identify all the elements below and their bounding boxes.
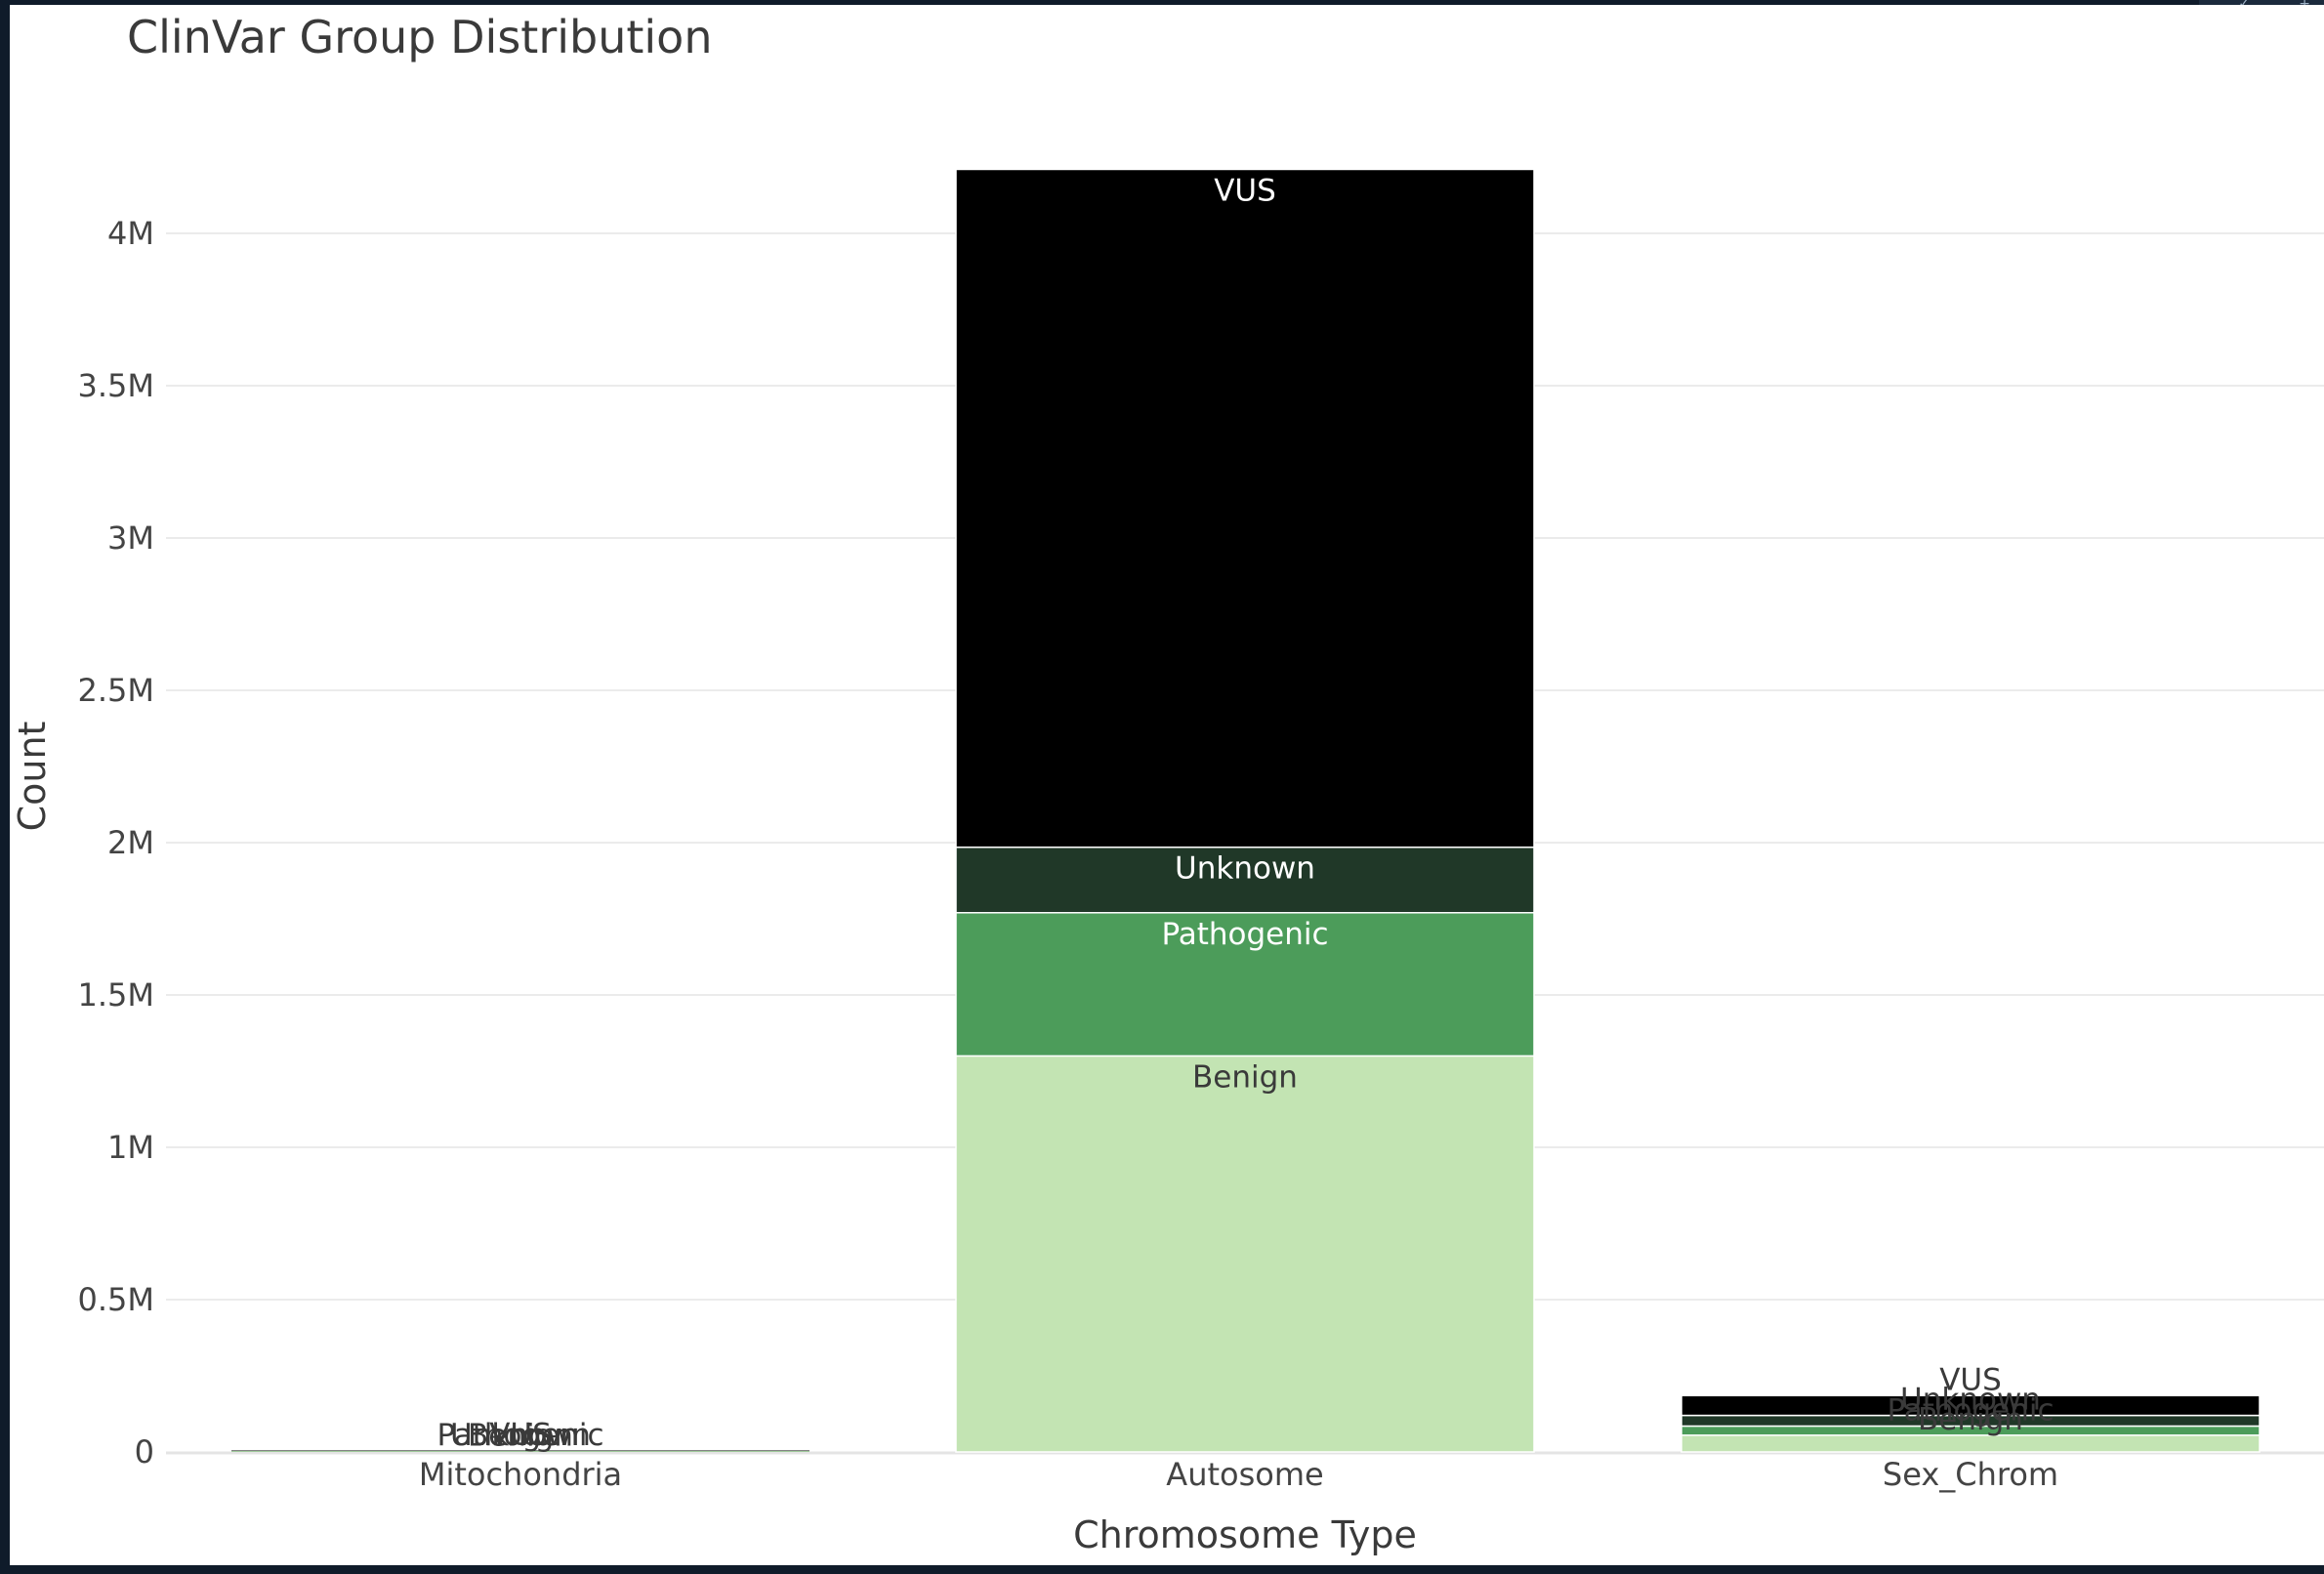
segment-label: Unknown xyxy=(450,1418,591,1453)
bar-segment-benign[interactable] xyxy=(955,1055,1535,1453)
y-tick-label: 1.5M xyxy=(78,976,155,1014)
segment-label: Benign xyxy=(468,1418,573,1453)
x-tick-label: Autosome xyxy=(1166,1456,1323,1493)
segment-label: VUS xyxy=(489,1417,552,1452)
bar-segment-benign[interactable] xyxy=(1681,1434,2261,1453)
segment-label: Pathogenic xyxy=(1887,1392,2054,1428)
y-tick-label: 2M xyxy=(107,824,154,861)
chart-title: ClinVar Group Distribution xyxy=(127,11,712,63)
y-tick-label: 2.5M xyxy=(78,672,155,709)
segment-label: Benign xyxy=(1918,1402,2023,1437)
segment-label: Pathogenic xyxy=(436,1418,603,1453)
bar-segment-unknown[interactable] xyxy=(955,846,1535,914)
x-axis-title: Chromosome Type xyxy=(1073,1513,1417,1556)
segment-label: VUS xyxy=(1939,1362,2002,1397)
y-tick-label: 4M xyxy=(107,215,154,252)
label-layer: BenignPathogenicUnknownVUSBenignPathogen… xyxy=(436,173,2054,1453)
bar-segment-vus[interactable] xyxy=(1681,1394,2261,1417)
bar-segment-pathogenic[interactable] xyxy=(955,912,1535,1057)
segment-label: Unknown xyxy=(1900,1383,2041,1418)
segment-label: Unknown xyxy=(1175,851,1315,887)
x-tick-label: Mitochondria xyxy=(419,1456,622,1493)
y-axis-title: Count xyxy=(11,722,54,832)
bar-layer xyxy=(231,168,2261,1453)
segment-label: Pathogenic xyxy=(1161,917,1328,952)
bar-segment-vus[interactable] xyxy=(955,168,1535,849)
y-tick-label: 1M xyxy=(107,1129,154,1166)
segment-label: VUS xyxy=(1214,173,1276,208)
x-tick-label: Sex_Chrom xyxy=(1883,1456,2058,1493)
y-tick-label: 0.5M xyxy=(78,1281,155,1318)
axis-layer: 0 0.5M 1M 1.5M 2M 2.5M 3M 3.5M 4M Mitochondria Aut… xyxy=(78,215,2059,1493)
y-tick-label: 3.5M xyxy=(78,367,155,404)
y-tick-label: 0 xyxy=(135,1433,154,1470)
segment-label: Benign xyxy=(1192,1059,1298,1095)
bar-segment-benign[interactable] xyxy=(231,1451,809,1452)
y-tick-label: 3M xyxy=(107,519,154,557)
